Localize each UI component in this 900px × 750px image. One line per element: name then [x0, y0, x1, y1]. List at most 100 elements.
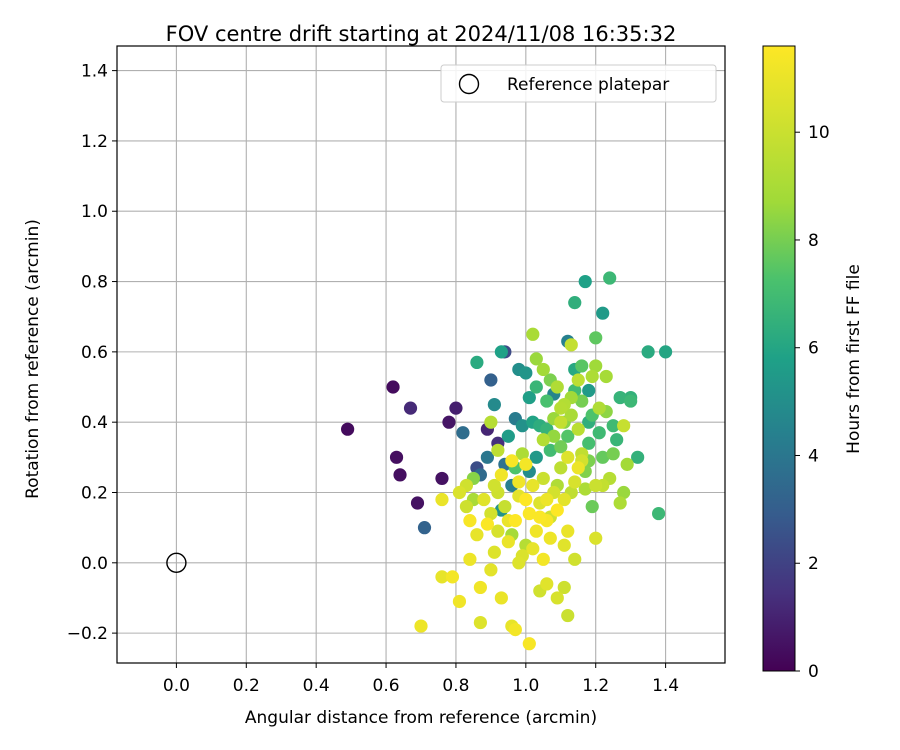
scatter-point — [578, 482, 592, 496]
y-axis-ticks: −0.2 0.0 0.2 0.4 0.6 0.8 1.0 1.2 1.4 — [67, 62, 117, 644]
scatter-point — [540, 492, 554, 507]
y-tick-label: 1.0 — [81, 202, 108, 222]
colorbar: 0 2 4 6 8 10 Hours from first FF file — [762, 45, 864, 682]
scatter-point — [564, 408, 578, 422]
scatter-point — [603, 271, 617, 285]
scatter-point — [571, 373, 585, 387]
colorbar-tick-label: 10 — [808, 123, 830, 143]
scatter-point — [393, 468, 407, 482]
scatter-point — [617, 485, 631, 500]
scatter-point — [561, 429, 575, 443]
scatter-point — [575, 394, 589, 408]
scatter-point — [386, 380, 400, 394]
scatter-point — [554, 415, 568, 429]
scatter-point — [487, 545, 501, 559]
scatter-point — [557, 492, 571, 507]
scatter-point — [550, 380, 564, 394]
scatter-point — [533, 510, 547, 524]
scatter-point — [480, 517, 494, 531]
scatter-point — [484, 563, 498, 577]
scatter-point — [526, 478, 540, 493]
scatter-point — [341, 422, 355, 436]
scatter-point — [410, 496, 425, 510]
scatter-point — [585, 499, 599, 514]
scatter-point — [571, 461, 585, 475]
scatter-point — [477, 492, 491, 507]
scatter-point — [463, 552, 477, 566]
scatter-point — [561, 608, 575, 623]
legend-box — [440, 64, 717, 103]
scatter-point — [403, 401, 418, 415]
scatter-point — [582, 383, 596, 398]
colorbar-label: Hours from first FF file — [844, 264, 864, 454]
scatter-point — [571, 422, 585, 436]
scatter-point — [389, 450, 404, 464]
y-tick-label: 0.4 — [81, 413, 108, 433]
legend-reference-marker — [458, 73, 480, 95]
scatter-point — [596, 306, 610, 320]
scatter-point — [494, 468, 508, 482]
scatter-point — [487, 478, 501, 493]
scatter-point — [529, 524, 543, 538]
scatter-point — [522, 506, 536, 521]
scatter-point — [519, 457, 533, 471]
x-tick-label: 0.0 — [163, 676, 190, 696]
scatter-point — [452, 594, 467, 609]
scatter-point — [606, 419, 620, 433]
scatter-point — [526, 327, 540, 341]
x-tick-label: 1.2 — [582, 676, 609, 696]
scatter-point — [536, 471, 550, 486]
legend-label: Reference platepar — [507, 75, 669, 95]
plot-background — [117, 46, 725, 663]
scatter-point — [501, 535, 515, 549]
scatter-point — [561, 524, 575, 538]
scatter-point — [589, 359, 603, 373]
scatter-point — [540, 394, 554, 408]
x-axis-ticks: 0.0 0.2 0.4 0.6 0.8 1.0 1.2 1.4 — [163, 663, 679, 696]
scatter-point — [512, 556, 526, 570]
y-tick-label: 1.2 — [81, 132, 108, 152]
scatter-point — [536, 362, 550, 377]
scatter-point — [512, 475, 526, 489]
scatter-point — [641, 345, 655, 359]
scatter-point — [596, 450, 610, 464]
scatter-point — [568, 475, 582, 489]
y-tick-label: −0.2 — [67, 624, 108, 644]
scatter-point — [417, 521, 432, 535]
y-tick-label: 0.6 — [81, 343, 108, 363]
scatter-point — [470, 528, 484, 542]
plot-frame — [116, 45, 726, 664]
scatter-point — [624, 394, 638, 408]
scatter-point — [658, 345, 673, 359]
scatter-point — [589, 331, 603, 345]
scatter-point — [529, 380, 543, 394]
scatter-point — [589, 478, 603, 493]
scatter-point — [652, 506, 666, 521]
scatter-point — [585, 369, 599, 384]
scatter-point — [508, 623, 522, 637]
scatter-point — [582, 436, 596, 450]
scatter-point — [617, 419, 631, 433]
scatter-point — [564, 338, 578, 352]
scatter-point — [519, 492, 533, 507]
x-tick-label: 1.4 — [652, 676, 679, 696]
scatter-point — [522, 390, 536, 405]
plot-border — [116, 45, 726, 664]
grid — [117, 46, 725, 663]
scatter-point — [463, 514, 477, 528]
scatter-point — [491, 443, 505, 457]
scatter-point — [491, 524, 505, 538]
scatter-point — [501, 429, 515, 443]
scatter-point — [543, 531, 557, 545]
scatter-point — [519, 366, 533, 380]
scatter-point — [620, 457, 634, 471]
colorbar-tick-label: 4 — [808, 446, 819, 466]
x-tick-label: 0.6 — [373, 676, 400, 696]
scatter-point — [484, 415, 498, 429]
chart-title: FOV centre drift starting at 2024/11/08 … — [166, 22, 677, 46]
scatter-point — [599, 369, 613, 384]
scatter-point — [592, 401, 606, 415]
scatter-point — [529, 352, 543, 366]
scatter-point — [459, 499, 474, 514]
